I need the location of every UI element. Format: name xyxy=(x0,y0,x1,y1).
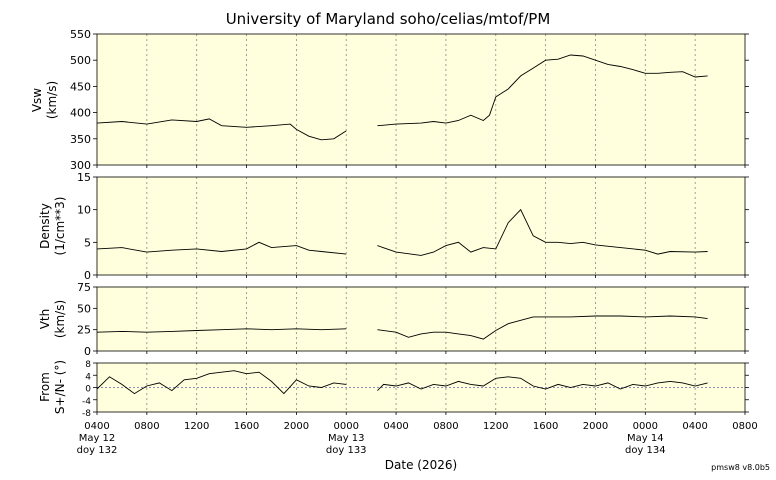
x-tick-label: 0800 xyxy=(433,421,458,432)
vsw-ytick-label: 350 xyxy=(70,133,91,146)
vth-panel-frame xyxy=(96,286,746,352)
x-tick-label: 0400 xyxy=(383,421,408,432)
x-axis-label: Date (2026) xyxy=(384,458,458,472)
vsw-series-line-0 xyxy=(96,118,347,141)
density-ytick-label: 15 xyxy=(77,171,91,184)
vsw-ytick-label: 300 xyxy=(70,159,91,172)
density-ylabel-unit: (1/cm**3) xyxy=(53,196,67,256)
vth-ytick-label: 50 xyxy=(77,302,91,315)
density-series-line-1 xyxy=(377,208,708,256)
vth-series-line-1 xyxy=(377,315,708,340)
x-tick-label: 0400 xyxy=(84,421,109,432)
flow-ylabel-unit: S+/N- (°) xyxy=(53,359,67,415)
vth-series-line-0 xyxy=(96,328,347,333)
vsw-ytick-label: 450 xyxy=(70,80,91,93)
vsw-ytick-label: 500 xyxy=(70,54,91,67)
density-ytick-label: 0 xyxy=(84,269,91,282)
vsw-ytick-label: 550 xyxy=(70,28,91,41)
date-label: May 14 xyxy=(627,433,664,444)
vth-ytick-label: 0 xyxy=(84,345,91,358)
density-series-line-0 xyxy=(96,241,347,255)
x-tick-label: 1200 xyxy=(483,421,508,432)
vth-ytick-label: 25 xyxy=(77,324,91,337)
vsw-ylabel-name: Vsw xyxy=(30,87,44,113)
flow-ylabel-name: From xyxy=(38,372,52,402)
vth-ylabel-name: Vth xyxy=(38,308,52,330)
flow-series-line-0 xyxy=(96,370,347,395)
flow-ylabel: From S+/N- (°) xyxy=(38,360,68,414)
vsw-series-line-1 xyxy=(377,54,708,127)
vsw-ylabel-unit: (km/s) xyxy=(45,80,59,120)
vth-panel-bg xyxy=(97,287,745,351)
density-panel-bg xyxy=(97,177,745,275)
flow-ytick-label: 4 xyxy=(85,372,91,382)
density-panel-frame xyxy=(96,176,746,276)
x-tick-label: 2000 xyxy=(583,421,608,432)
x-tick-label: 1200 xyxy=(184,421,209,432)
version-footer: pmsw8 v8.0b5 xyxy=(711,463,770,472)
vsw-panel-frame xyxy=(96,33,746,166)
doy-label: doy 133 xyxy=(326,445,367,456)
x-tick-label: 1600 xyxy=(234,421,259,432)
x-tick-label: 1600 xyxy=(533,421,558,432)
vsw-panel-bg xyxy=(97,34,745,165)
vsw-ytick-label: 400 xyxy=(70,107,91,120)
date-label: May 13 xyxy=(328,433,365,444)
vth-ylabel: Vth (km/s) xyxy=(38,300,68,338)
density-ytick-label: 10 xyxy=(77,204,91,217)
flow-ytick-label: -4 xyxy=(82,397,91,407)
x-tick-label: 0000 xyxy=(334,421,359,432)
x-tick-label: 0000 xyxy=(633,421,658,432)
x-tick-label: 0800 xyxy=(732,421,757,432)
vth-ylabel-unit: (km/s) xyxy=(53,299,67,339)
density-ytick-label: 5 xyxy=(84,236,91,249)
vsw-ylabel: Vsw (km/s) xyxy=(30,81,60,119)
x-tick-label: 0800 xyxy=(134,421,159,432)
date-label: May 12 xyxy=(79,433,116,444)
x-tick-label: 2000 xyxy=(284,421,309,432)
density-ylabel-name: Density xyxy=(38,203,52,249)
x-tick-label: 0400 xyxy=(682,421,707,432)
flow-ytick-label: -8 xyxy=(82,409,91,419)
doy-label: doy 134 xyxy=(625,445,666,456)
chart-title: University of Maryland soho/celias/mtof/… xyxy=(225,10,551,28)
density-ylabel: Density (1/cm**3) xyxy=(38,197,68,256)
vth-ytick-label: 75 xyxy=(77,281,91,294)
flow-series-line-1 xyxy=(377,376,708,391)
flow-ytick-label: 8 xyxy=(85,360,91,370)
flow-ytick-label: 0 xyxy=(85,385,91,395)
doy-label: doy 132 xyxy=(77,445,118,456)
